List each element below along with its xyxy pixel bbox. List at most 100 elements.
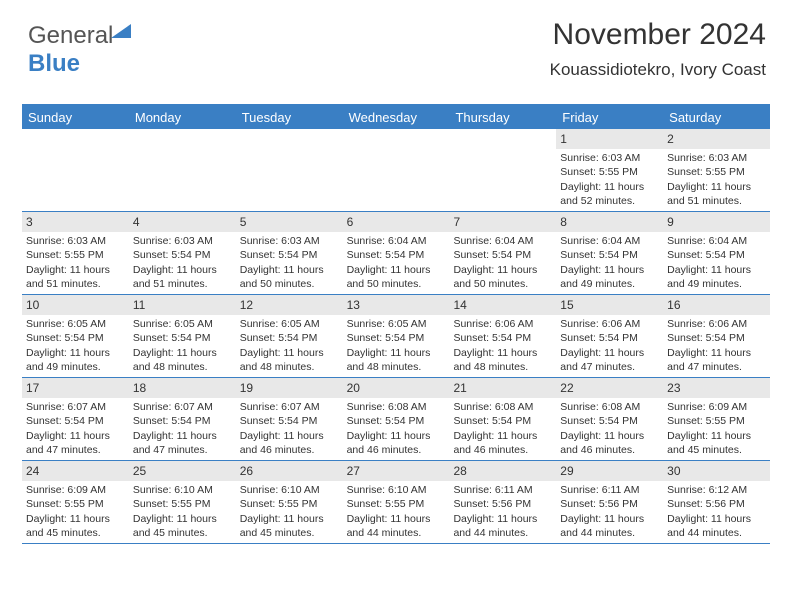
day-cell: 11Sunrise: 6:05 AMSunset: 5:54 PMDayligh… bbox=[129, 295, 236, 377]
day-number: 7 bbox=[449, 212, 556, 232]
day-cell: 6Sunrise: 6:04 AMSunset: 5:54 PMDaylight… bbox=[343, 212, 450, 294]
logo-text-blue: Blue bbox=[28, 50, 80, 77]
day-body bbox=[22, 151, 129, 154]
day-number: 25 bbox=[129, 461, 236, 481]
day-line: Sunrise: 6:08 AM bbox=[560, 400, 659, 414]
day-cell: 14Sunrise: 6:06 AMSunset: 5:54 PMDayligh… bbox=[449, 295, 556, 377]
day-line: Sunrise: 6:10 AM bbox=[347, 483, 446, 497]
day-line: Sunrise: 6:06 AM bbox=[667, 317, 766, 331]
day-number: 1 bbox=[556, 129, 663, 149]
day-line: Daylight: 11 hours and 46 minutes. bbox=[453, 429, 552, 457]
day-body: Sunrise: 6:06 AMSunset: 5:54 PMDaylight:… bbox=[449, 317, 556, 377]
day-cell: 23Sunrise: 6:09 AMSunset: 5:55 PMDayligh… bbox=[663, 378, 770, 460]
day-header: Sunday bbox=[22, 106, 129, 129]
day-line: Sunset: 5:54 PM bbox=[133, 331, 232, 345]
day-line: Daylight: 11 hours and 47 minutes. bbox=[26, 429, 125, 457]
day-body: Sunrise: 6:09 AMSunset: 5:55 PMDaylight:… bbox=[663, 400, 770, 460]
day-body: Sunrise: 6:08 AMSunset: 5:54 PMDaylight:… bbox=[343, 400, 450, 460]
day-number: 21 bbox=[449, 378, 556, 398]
day-number: 26 bbox=[236, 461, 343, 481]
day-header: Wednesday bbox=[343, 106, 450, 129]
day-line: Daylight: 11 hours and 48 minutes. bbox=[453, 346, 552, 374]
day-body: Sunrise: 6:04 AMSunset: 5:54 PMDaylight:… bbox=[449, 234, 556, 294]
day-line: Daylight: 11 hours and 48 minutes. bbox=[133, 346, 232, 374]
day-line: Sunset: 5:54 PM bbox=[560, 414, 659, 428]
day-cell: 20Sunrise: 6:08 AMSunset: 5:54 PMDayligh… bbox=[343, 378, 450, 460]
day-line: Sunset: 5:54 PM bbox=[667, 248, 766, 262]
day-cell: 24Sunrise: 6:09 AMSunset: 5:55 PMDayligh… bbox=[22, 461, 129, 543]
day-body: Sunrise: 6:04 AMSunset: 5:54 PMDaylight:… bbox=[343, 234, 450, 294]
day-body: Sunrise: 6:09 AMSunset: 5:55 PMDaylight:… bbox=[22, 483, 129, 543]
day-cell: 12Sunrise: 6:05 AMSunset: 5:54 PMDayligh… bbox=[236, 295, 343, 377]
day-line: Sunrise: 6:08 AM bbox=[347, 400, 446, 414]
day-header: Friday bbox=[556, 106, 663, 129]
day-line: Sunset: 5:54 PM bbox=[667, 331, 766, 345]
day-number: 12 bbox=[236, 295, 343, 315]
day-body bbox=[343, 151, 450, 154]
day-cell: 18Sunrise: 6:07 AMSunset: 5:54 PMDayligh… bbox=[129, 378, 236, 460]
day-body: Sunrise: 6:10 AMSunset: 5:55 PMDaylight:… bbox=[236, 483, 343, 543]
day-line: Sunset: 5:56 PM bbox=[560, 497, 659, 511]
day-line: Sunrise: 6:12 AM bbox=[667, 483, 766, 497]
day-cell: 28Sunrise: 6:11 AMSunset: 5:56 PMDayligh… bbox=[449, 461, 556, 543]
day-line: Sunrise: 6:08 AM bbox=[453, 400, 552, 414]
calendar: SundayMondayTuesdayWednesdayThursdayFrid… bbox=[22, 104, 770, 544]
day-number: 17 bbox=[22, 378, 129, 398]
day-body: Sunrise: 6:12 AMSunset: 5:56 PMDaylight:… bbox=[663, 483, 770, 543]
day-number: 11 bbox=[129, 295, 236, 315]
day-body: Sunrise: 6:03 AMSunset: 5:55 PMDaylight:… bbox=[663, 151, 770, 211]
day-line: Sunrise: 6:03 AM bbox=[560, 151, 659, 165]
day-body: Sunrise: 6:03 AMSunset: 5:54 PMDaylight:… bbox=[236, 234, 343, 294]
day-line: Sunset: 5:54 PM bbox=[453, 414, 552, 428]
day-body: Sunrise: 6:04 AMSunset: 5:54 PMDaylight:… bbox=[556, 234, 663, 294]
day-line: Sunrise: 6:07 AM bbox=[26, 400, 125, 414]
day-number: 29 bbox=[556, 461, 663, 481]
day-cell: 19Sunrise: 6:07 AMSunset: 5:54 PMDayligh… bbox=[236, 378, 343, 460]
day-line: Sunset: 5:55 PM bbox=[347, 497, 446, 511]
day-line: Daylight: 11 hours and 44 minutes. bbox=[453, 512, 552, 540]
day-header: Saturday bbox=[663, 106, 770, 129]
day-line: Sunset: 5:54 PM bbox=[26, 331, 125, 345]
day-cell: 8Sunrise: 6:04 AMSunset: 5:54 PMDaylight… bbox=[556, 212, 663, 294]
day-line: Daylight: 11 hours and 49 minutes. bbox=[26, 346, 125, 374]
week-row: 10Sunrise: 6:05 AMSunset: 5:54 PMDayligh… bbox=[22, 295, 770, 378]
day-cell: 10Sunrise: 6:05 AMSunset: 5:54 PMDayligh… bbox=[22, 295, 129, 377]
day-number: 8 bbox=[556, 212, 663, 232]
day-body: Sunrise: 6:03 AMSunset: 5:55 PMDaylight:… bbox=[556, 151, 663, 211]
day-number bbox=[449, 129, 556, 149]
day-body: Sunrise: 6:03 AMSunset: 5:55 PMDaylight:… bbox=[22, 234, 129, 294]
day-line: Sunrise: 6:03 AM bbox=[240, 234, 339, 248]
day-line: Sunrise: 6:05 AM bbox=[240, 317, 339, 331]
day-line: Daylight: 11 hours and 51 minutes. bbox=[26, 263, 125, 291]
day-line: Sunrise: 6:04 AM bbox=[347, 234, 446, 248]
day-line: Sunset: 5:56 PM bbox=[453, 497, 552, 511]
week-row: 1Sunrise: 6:03 AMSunset: 5:55 PMDaylight… bbox=[22, 129, 770, 212]
day-line: Sunrise: 6:03 AM bbox=[667, 151, 766, 165]
day-number: 22 bbox=[556, 378, 663, 398]
day-body: Sunrise: 6:07 AMSunset: 5:54 PMDaylight:… bbox=[129, 400, 236, 460]
day-number: 24 bbox=[22, 461, 129, 481]
day-line: Sunset: 5:54 PM bbox=[453, 331, 552, 345]
day-cell: 5Sunrise: 6:03 AMSunset: 5:54 PMDaylight… bbox=[236, 212, 343, 294]
day-cell: 29Sunrise: 6:11 AMSunset: 5:56 PMDayligh… bbox=[556, 461, 663, 543]
day-cell: 21 Sunrise: 6:08 AMSunset: 5:54 PMDayligh… bbox=[449, 378, 556, 460]
day-line: Daylight: 11 hours and 45 minutes. bbox=[240, 512, 339, 540]
day-cell: 17Sunrise: 6:07 AMSunset: 5:54 PMDayligh… bbox=[22, 378, 129, 460]
day-cell: 7Sunrise: 6:04 AMSunset: 5:54 PMDaylight… bbox=[449, 212, 556, 294]
day-line: Sunset: 5:54 PM bbox=[133, 414, 232, 428]
day-body: Sunrise: 6:10 AMSunset: 5:55 PMDaylight:… bbox=[129, 483, 236, 543]
day-line: Sunset: 5:54 PM bbox=[240, 414, 339, 428]
day-line: Sunset: 5:55 PM bbox=[133, 497, 232, 511]
day-body: Sunrise: 6:05 AMSunset: 5:54 PMDaylight:… bbox=[343, 317, 450, 377]
day-cell: 27Sunrise: 6:10 AMSunset: 5:55 PMDayligh… bbox=[343, 461, 450, 543]
day-line: Sunrise: 6:04 AM bbox=[453, 234, 552, 248]
day-line: Sunrise: 6:07 AM bbox=[240, 400, 339, 414]
day-header-row: SundayMondayTuesdayWednesdayThursdayFrid… bbox=[22, 106, 770, 129]
day-line: Daylight: 11 hours and 48 minutes. bbox=[347, 346, 446, 374]
day-line: Sunset: 5:55 PM bbox=[667, 414, 766, 428]
day-number: 27 bbox=[343, 461, 450, 481]
day-line: Sunset: 5:54 PM bbox=[347, 414, 446, 428]
day-body bbox=[129, 151, 236, 154]
day-number: 28 bbox=[449, 461, 556, 481]
day-cell: 26Sunrise: 6:10 AMSunset: 5:55 PMDayligh… bbox=[236, 461, 343, 543]
